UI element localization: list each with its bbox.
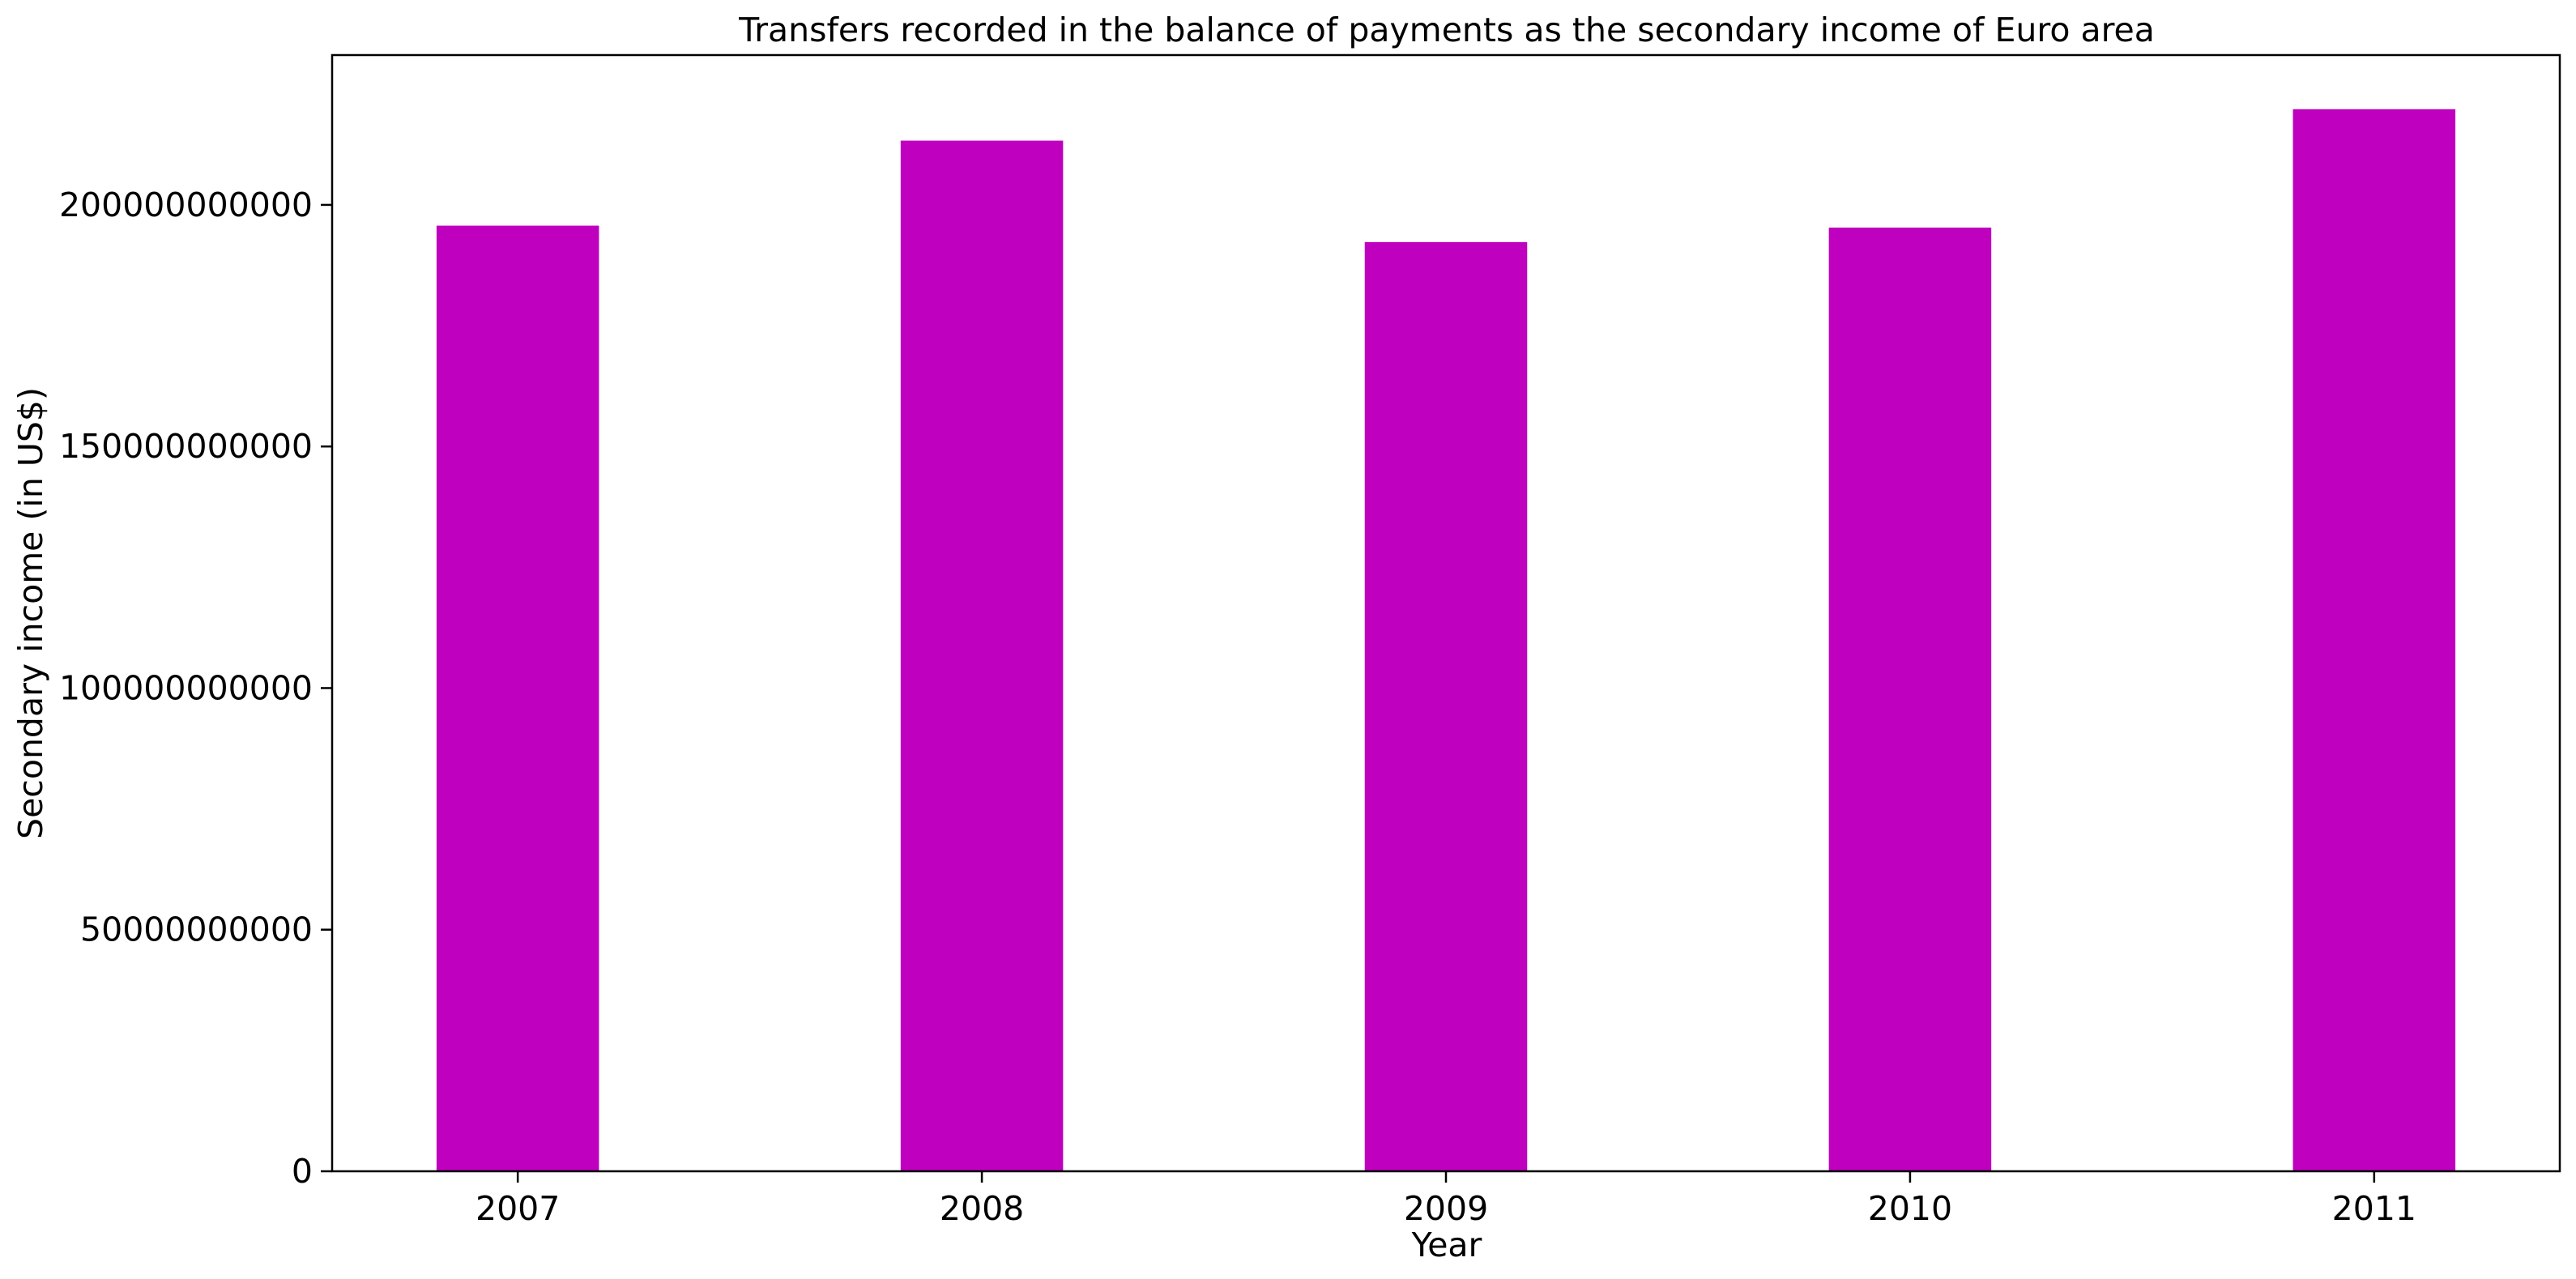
bars-group — [436, 109, 2456, 1171]
bar-2010 — [1828, 227, 1992, 1171]
x-tick-label: 2007 — [476, 1189, 560, 1228]
bar-2008 — [900, 140, 1064, 1171]
y-axis-label: Secondary income (in US$) — [11, 387, 50, 839]
y-axis: 0 50000000000 100000000000 150000000000 2000… — [59, 185, 332, 1191]
chart-title: Transfers recorded in the balance of pay… — [738, 11, 2155, 49]
x-tick-label: 2009 — [1404, 1189, 1488, 1228]
x-tick-label: 2010 — [1868, 1189, 1952, 1228]
y-tick-label: 150000000000 — [59, 427, 313, 466]
bar-2007 — [436, 225, 599, 1171]
x-axis-label: Year — [1411, 1226, 1482, 1264]
bar-2009 — [1364, 241, 1528, 1171]
plot-frame — [331, 53, 2561, 1173]
y-tick-label: 50000000000 — [80, 910, 313, 949]
bar-2011 — [2292, 109, 2456, 1171]
y-tick-label: 200000000000 — [59, 185, 313, 224]
x-tick-label: 2008 — [940, 1189, 1024, 1228]
x-axis: 2007 2008 2009 2010 2011 — [476, 1171, 2416, 1228]
x-tick-label: 2011 — [2332, 1189, 2416, 1228]
y-tick-label: 0 — [292, 1152, 313, 1191]
y-tick-label: 100000000000 — [59, 668, 313, 707]
